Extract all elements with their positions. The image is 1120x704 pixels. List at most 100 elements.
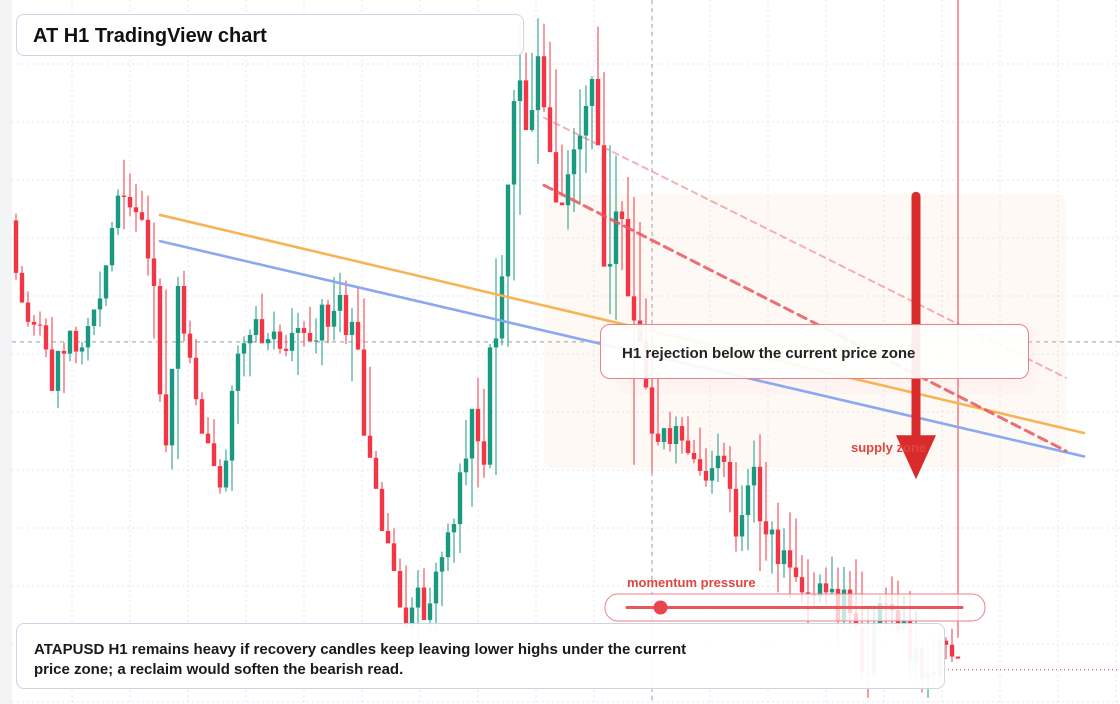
candle-body xyxy=(511,101,517,185)
candle-body xyxy=(337,294,343,311)
candle-body xyxy=(529,110,535,131)
candle-body xyxy=(943,640,949,645)
candle-body xyxy=(61,350,67,354)
candle-body xyxy=(565,174,571,206)
candle-body xyxy=(379,488,385,531)
rejection-callout: H1 rejection below the current price zon… xyxy=(600,324,1029,379)
candle-body xyxy=(751,466,757,486)
candle-body xyxy=(823,583,829,593)
candle-body xyxy=(523,80,529,131)
candle-body xyxy=(343,294,349,335)
bearish-arrow-head xyxy=(896,435,936,480)
candle-body xyxy=(109,228,115,266)
candle-body xyxy=(229,390,235,461)
candle-body xyxy=(139,212,145,220)
candle-body xyxy=(781,550,787,565)
candle-body xyxy=(625,219,631,297)
candle-body xyxy=(463,458,469,473)
candle-body xyxy=(127,196,133,208)
candle-body xyxy=(451,524,457,533)
candle-body xyxy=(115,195,121,229)
candle-body xyxy=(445,532,451,558)
candle-body xyxy=(721,455,727,462)
candle-body xyxy=(55,350,61,391)
candle-body xyxy=(613,211,619,264)
candle-body xyxy=(313,340,319,342)
candle-body xyxy=(553,152,559,203)
candle-body xyxy=(517,80,523,102)
candle-body xyxy=(583,105,589,136)
candle-body xyxy=(43,325,49,350)
candle-body xyxy=(787,550,793,568)
candle-body xyxy=(25,302,31,322)
candle-body xyxy=(691,452,697,460)
candle-body xyxy=(259,319,265,344)
candle-body xyxy=(265,339,271,344)
candle-body xyxy=(619,211,625,220)
candle-body xyxy=(187,333,193,358)
candle-body xyxy=(685,440,691,453)
candle-body xyxy=(409,607,415,629)
candle-body xyxy=(433,571,439,604)
candle-body xyxy=(733,488,739,537)
candle-body xyxy=(487,347,493,465)
candle-body xyxy=(775,529,781,565)
candle-body xyxy=(103,265,109,299)
projection-lower-trendline xyxy=(542,183,1068,453)
candle-body xyxy=(403,607,409,629)
candle-body xyxy=(373,457,379,489)
candle-body xyxy=(163,394,169,446)
candle-body xyxy=(439,557,445,572)
candle-body xyxy=(49,349,55,391)
candle-body xyxy=(469,408,475,459)
candle-body xyxy=(169,368,175,446)
candle-body xyxy=(253,319,259,335)
supply-zone-label: supply zone xyxy=(851,440,927,455)
candle-body xyxy=(475,408,481,442)
candle-body xyxy=(241,343,247,354)
candle-body xyxy=(295,328,301,333)
candle-body xyxy=(289,332,295,351)
candle-body xyxy=(151,258,157,286)
candle-body xyxy=(703,470,709,481)
candle-body xyxy=(385,530,391,544)
candle-body xyxy=(673,426,679,445)
candle-body xyxy=(133,207,139,213)
candle-body xyxy=(631,296,637,321)
candle-body xyxy=(247,334,253,344)
candle-body xyxy=(235,353,241,391)
candle-body xyxy=(271,331,277,340)
chart-overlays xyxy=(604,191,986,622)
candle-body xyxy=(13,220,19,273)
candle-body xyxy=(349,321,355,335)
candle-body xyxy=(697,459,703,471)
candle-body xyxy=(955,656,961,659)
candle-body xyxy=(391,543,397,571)
candle-body xyxy=(817,583,823,596)
candle-body xyxy=(325,304,331,327)
candle-body xyxy=(547,107,553,153)
candle-body xyxy=(97,298,103,310)
candle-body xyxy=(655,433,661,442)
candle-body xyxy=(277,331,283,349)
candle-body xyxy=(421,587,427,620)
candle-body xyxy=(361,349,367,436)
chart-left-edge xyxy=(0,0,12,704)
candle-body xyxy=(73,330,79,352)
candle-body xyxy=(559,202,565,206)
candle-body xyxy=(799,577,805,593)
candle-body xyxy=(481,441,487,465)
candle-body xyxy=(157,286,163,395)
candle-body xyxy=(739,515,745,537)
candle-body xyxy=(949,644,955,657)
candle-body xyxy=(829,588,835,593)
candle-body xyxy=(493,338,499,348)
candle-body xyxy=(223,460,229,488)
candle-body xyxy=(535,56,541,111)
candle-body xyxy=(727,461,733,489)
candle-body xyxy=(79,347,85,352)
candle-body xyxy=(793,567,799,578)
candle-body xyxy=(679,426,685,441)
candle-body xyxy=(331,310,337,327)
momentum-meter-knob xyxy=(653,600,668,615)
